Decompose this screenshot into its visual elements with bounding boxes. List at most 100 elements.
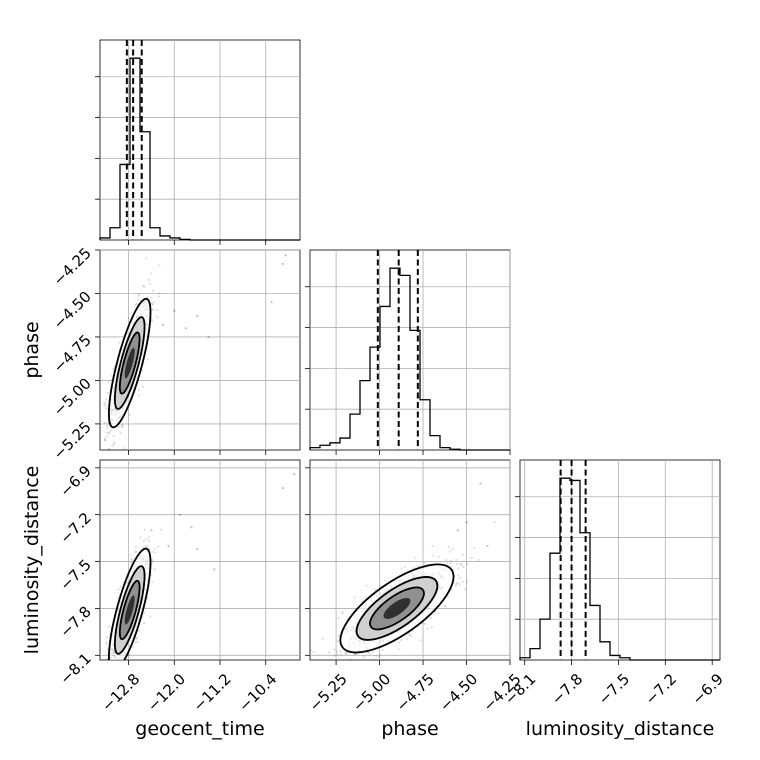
sample-point	[134, 303, 137, 306]
sample-point	[466, 563, 469, 566]
sample-point	[151, 580, 154, 584]
sample-point	[153, 547, 156, 550]
plot-layer: −8.1 −7.8 −7.5 −7.2 −6.9−5.25−5.00−4.75−4.50…	[50, 39, 727, 715]
sample-point	[130, 562, 133, 565]
sample-point	[449, 562, 452, 565]
sample-point	[456, 562, 459, 565]
sample-point	[111, 666, 113, 668]
sample-point	[99, 710, 101, 712]
sample-point	[412, 567, 415, 570]
sample-point	[344, 651, 347, 654]
sample-point	[117, 588, 120, 591]
sample-point	[108, 430, 111, 434]
sample-point	[456, 529, 459, 532]
sample-point	[372, 650, 375, 654]
sample-point	[110, 665, 112, 667]
sample-point	[143, 621, 146, 624]
x-tick-label: −4.75	[393, 670, 438, 715]
histogram-geocent_time	[99, 57, 300, 241]
sample-point	[437, 612, 440, 615]
sample-point	[327, 651, 331, 654]
sample-point	[157, 545, 160, 548]
density-contour	[383, 597, 411, 619]
sample-point	[89, 450, 91, 452]
sample-point	[213, 568, 216, 571]
sample-point	[150, 296, 153, 299]
sample-point	[120, 425, 123, 428]
sample-point	[374, 588, 377, 592]
sample-point	[207, 335, 210, 339]
sample-point	[106, 670, 108, 672]
sample-point	[409, 635, 413, 638]
sample-point	[449, 550, 452, 553]
sample-point	[142, 385, 145, 389]
sample-point	[105, 407, 108, 410]
sample-point	[156, 316, 159, 319]
sample-point	[190, 526, 193, 529]
sample-point	[459, 576, 462, 579]
sample-point	[337, 617, 340, 620]
sample-point	[129, 553, 132, 556]
sample-point	[137, 293, 141, 296]
sample-point	[429, 616, 432, 620]
sample-point	[99, 681, 101, 683]
sample-point	[107, 381, 111, 384]
sample-point	[134, 641, 137, 644]
sample-point	[116, 670, 118, 672]
sample-point	[153, 568, 156, 571]
sample-point	[147, 540, 151, 543]
sample-point	[139, 536, 142, 539]
sample-point	[459, 563, 462, 566]
sample-point	[103, 421, 106, 425]
sample-point	[449, 559, 453, 562]
sample-point	[460, 563, 463, 566]
sample-point	[122, 666, 124, 668]
sample-point	[178, 513, 182, 516]
sample-point	[121, 423, 124, 427]
sample-point	[451, 547, 455, 551]
sample-point	[368, 652, 371, 655]
sample-point	[123, 447, 126, 450]
sample-point	[137, 294, 140, 297]
sample-point	[447, 545, 450, 548]
sample-point	[110, 675, 112, 677]
sample-point	[110, 679, 112, 681]
sample-point	[123, 662, 125, 664]
x-tick-label: −11.2	[190, 670, 235, 715]
sample-point	[107, 432, 111, 435]
sample-point	[397, 641, 401, 644]
sample-point	[106, 435, 109, 438]
sample-point	[145, 545, 148, 548]
sample-point	[356, 662, 358, 664]
sample-point	[121, 670, 123, 672]
sample-point	[103, 672, 105, 674]
sample-point	[341, 610, 344, 614]
sample-point	[120, 665, 122, 667]
sample-point	[281, 487, 284, 490]
sample-point	[145, 545, 148, 548]
sample-point	[107, 391, 110, 395]
sample-point	[424, 622, 427, 626]
sample-point	[479, 482, 482, 485]
sample-point	[465, 580, 469, 583]
sample-point	[142, 539, 145, 543]
sample-point	[339, 649, 342, 653]
sample-point	[353, 596, 356, 599]
sample-point	[149, 615, 152, 618]
sample-point	[115, 662, 117, 664]
sample-point	[137, 629, 141, 633]
joint-panel-geocent_time-phase	[89, 254, 287, 452]
sample-point	[414, 556, 417, 559]
sample-point	[457, 567, 460, 570]
sample-point	[284, 254, 287, 257]
sample-point	[340, 662, 342, 664]
joint-panel-phase-luminosity_distance	[310, 482, 496, 675]
sample-point	[121, 665, 123, 667]
sample-point	[122, 662, 124, 664]
sample-point	[104, 439, 107, 442]
sample-point	[150, 558, 154, 561]
sample-point	[324, 673, 326, 675]
sample-point	[336, 653, 339, 656]
x-tick-label: −7.2	[642, 670, 680, 708]
